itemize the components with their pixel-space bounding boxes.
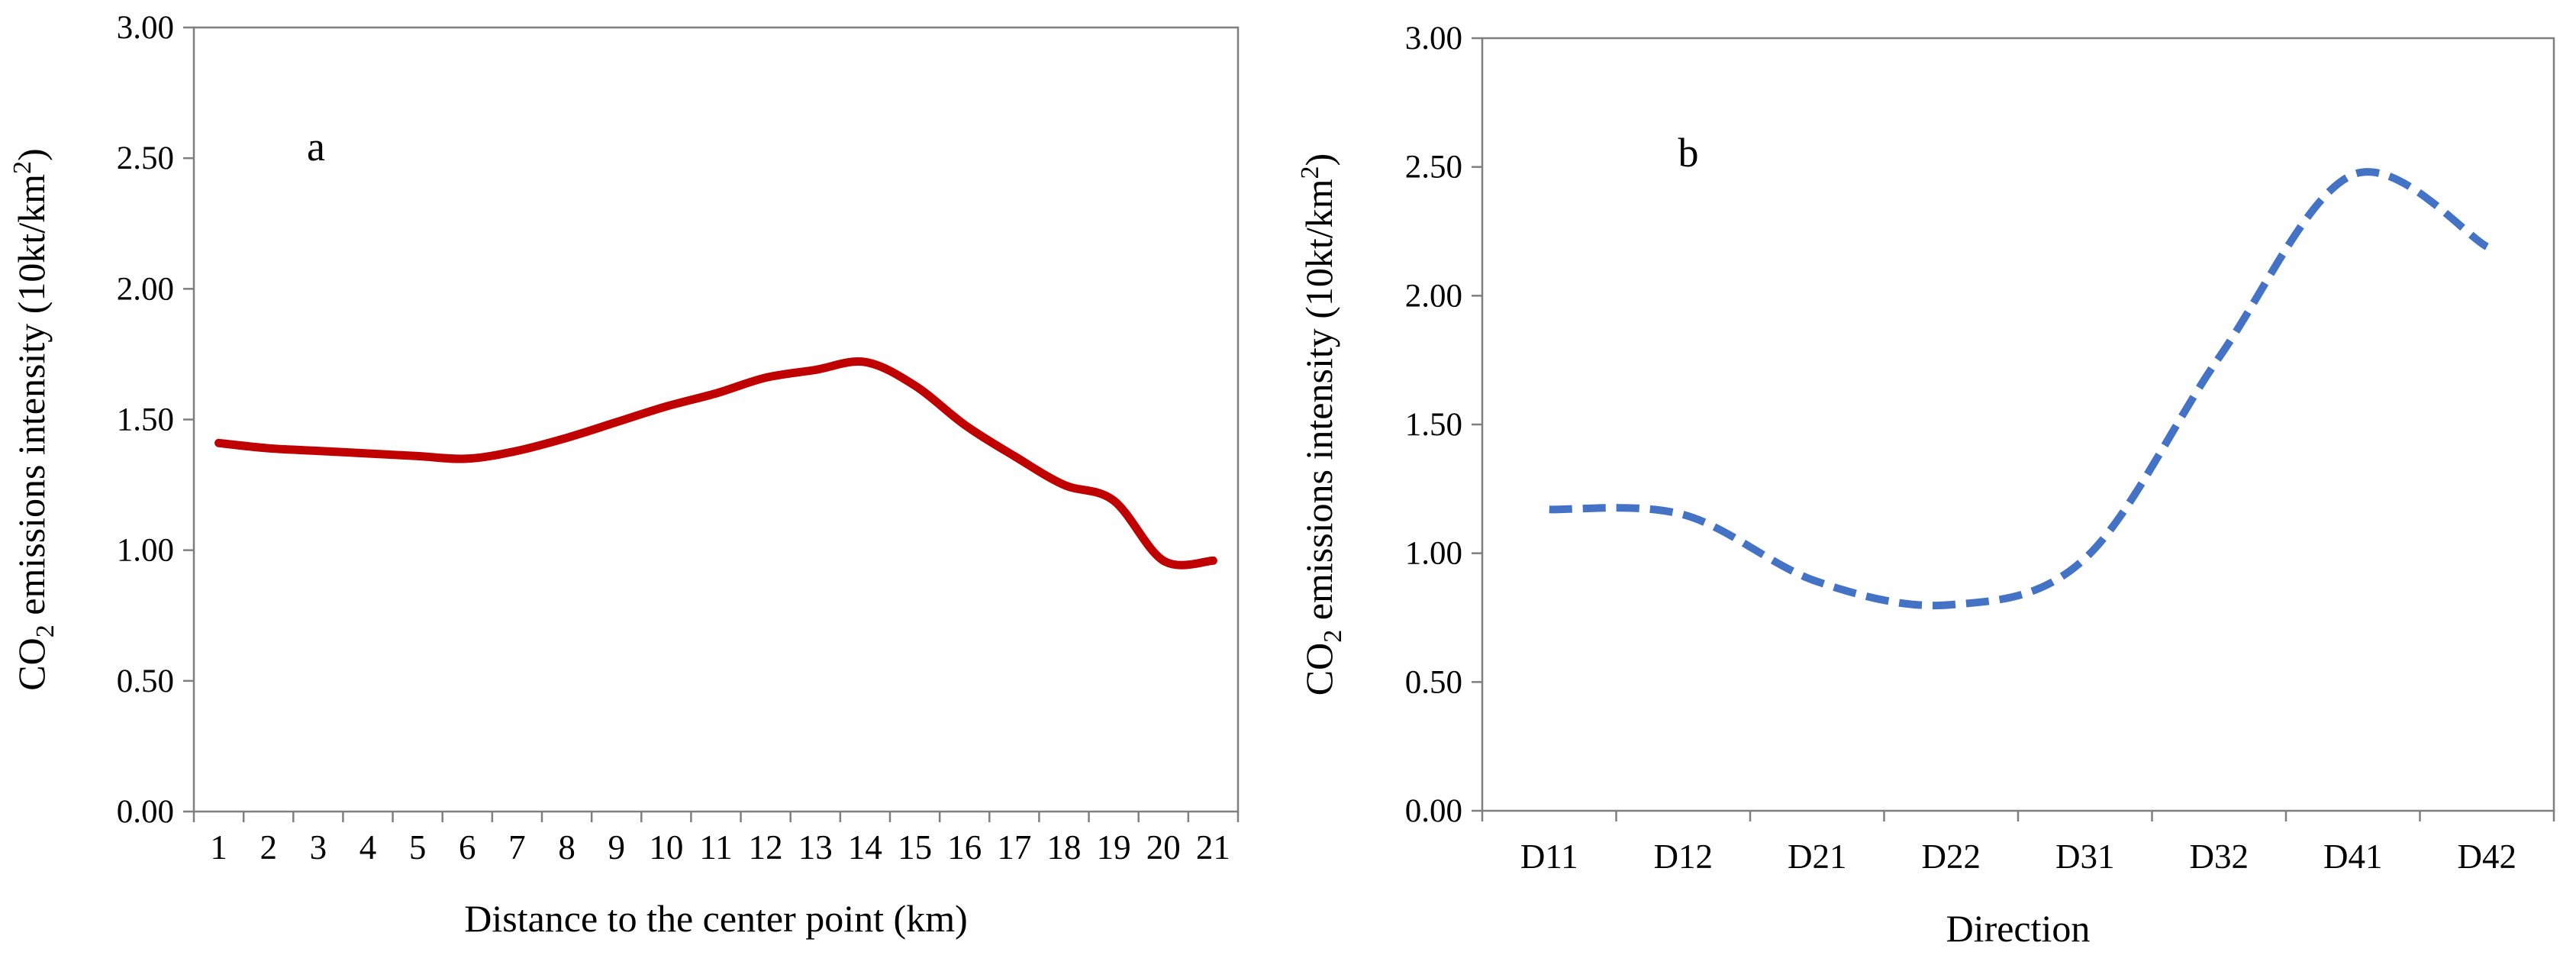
x-tick-label: 6 xyxy=(459,828,476,867)
x-tick-label: 3 xyxy=(310,828,327,867)
plot-frame xyxy=(1481,37,2555,812)
x-tick-label: D32 xyxy=(2190,838,2249,876)
x-tick-label: 13 xyxy=(798,828,833,867)
y-axis-title-subscript: 2 xyxy=(1319,630,1347,643)
x-tick-label: 14 xyxy=(848,828,882,867)
y-tick-label: 0.50 xyxy=(117,663,174,699)
x-tick-label: 9 xyxy=(608,828,625,867)
y-axis-title-text: emissions intensity (10kt/km xyxy=(1298,179,1340,629)
x-tick-label: 2 xyxy=(260,828,277,867)
series-line-b xyxy=(1549,168,2489,610)
x-tick-label: 10 xyxy=(649,828,683,867)
chart-panel-b: 0.00 0.50 1.00 1.50 2.00 2.50 3.00 D11 D12 D21 D22… xyxy=(1296,21,2555,950)
x-tick-label: D41 xyxy=(2323,838,2383,876)
y-axis-title-suffix: ) xyxy=(1298,153,1340,166)
x-tick-label: D11 xyxy=(1520,838,1578,876)
y-axis-title: CO2 emissions intensity (10kt/km2) xyxy=(1296,153,1347,696)
x-tick-label: 21 xyxy=(1196,828,1230,867)
x-tick-label: 15 xyxy=(898,828,932,867)
y-tick-label: 2.50 xyxy=(1405,150,1462,186)
y-axis-title: CO2 emissions intensity (10kt/km2) xyxy=(8,148,60,690)
y-tick-label: 1.50 xyxy=(117,402,174,438)
y-tick-label: 0.00 xyxy=(1405,793,1462,829)
y-tick-label: 2.00 xyxy=(117,271,174,307)
chart-panel-a: 0.000.501.001.502.002.503.001 2 3 4 5 6 7 8 9 10 1… xyxy=(8,10,1240,940)
y-axis-title-prefix: CO xyxy=(10,637,53,690)
y-tick-label: 3.00 xyxy=(117,10,174,46)
x-tick-label: D21 xyxy=(1788,838,1847,876)
y-axis-title-suffix: ) xyxy=(10,148,53,161)
x-tick-label: 20 xyxy=(1146,828,1181,867)
y-tick-label: 3.00 xyxy=(1405,21,1462,56)
x-tick-label: D22 xyxy=(1922,838,1981,876)
x-tick-label: 4 xyxy=(359,828,377,867)
x-axis-title: Direction xyxy=(1946,907,2091,950)
x-tick-label: 1 xyxy=(210,828,227,867)
y-tick-label: 0.50 xyxy=(1405,664,1462,700)
y-tick-label: 1.50 xyxy=(1405,407,1462,443)
x-axis-title: Distance to the center point (km) xyxy=(464,897,968,940)
x-tick-label: 7 xyxy=(508,828,526,867)
y-axis-title-prefix: CO xyxy=(1298,643,1340,696)
x-tick-label: 17 xyxy=(997,828,1031,867)
y-tick-label: 2.50 xyxy=(117,140,174,176)
x-tick-label: 12 xyxy=(749,828,783,867)
panel-letter: a xyxy=(307,124,325,169)
y-axis-title-text: emissions intensity (10kt/km xyxy=(10,174,53,625)
y-tick-label: 0.00 xyxy=(117,794,174,830)
x-tick-label: 11 xyxy=(699,828,732,867)
x-tick-label: 18 xyxy=(1047,828,1082,867)
y-tick-label: 2.00 xyxy=(1405,278,1462,314)
x-tick-label: D31 xyxy=(2055,838,2115,876)
x-tick-label: 8 xyxy=(558,828,575,867)
plot-frame xyxy=(192,26,1240,813)
x-tick-label: D12 xyxy=(1654,838,1714,876)
y-tick-label: 1.00 xyxy=(117,533,174,569)
series-line-a xyxy=(214,357,1217,570)
x-tick-label: 5 xyxy=(409,828,427,867)
y-axis-title-subscript: 2 xyxy=(31,625,60,637)
panel-letter: b xyxy=(1678,130,1699,176)
x-tick-label: 19 xyxy=(1097,828,1131,867)
y-tick-label: 1.00 xyxy=(1405,536,1462,572)
x-tick-label: D42 xyxy=(2458,838,2517,876)
y-axis-title-superscript: 2 xyxy=(1296,166,1324,179)
y-axis-title-superscript: 2 xyxy=(8,161,37,174)
x-tick-label: 16 xyxy=(947,828,982,867)
